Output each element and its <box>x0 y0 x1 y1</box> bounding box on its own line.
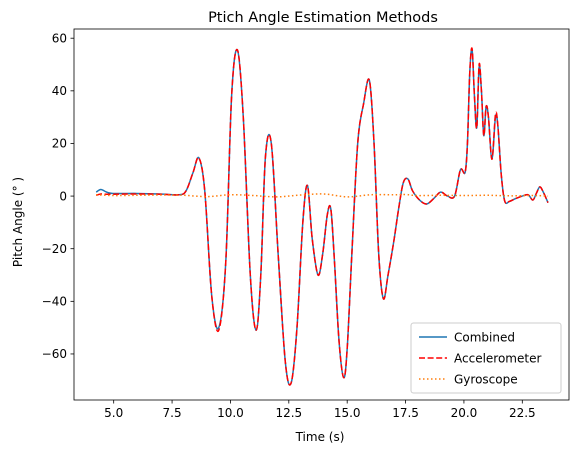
legend-label-accelerometer: Accelerometer <box>454 351 541 365</box>
series-group <box>95 47 549 386</box>
x-tick-label: 7.5 <box>163 406 182 420</box>
legend-box <box>410 322 562 394</box>
x-tick-label: 17.5 <box>392 406 419 420</box>
y-tick-label: 20 <box>52 137 67 151</box>
legend-label-gyroscope: Gyroscope <box>454 372 518 386</box>
x-tick-label: 20.0 <box>451 406 478 420</box>
y-axis-title: Pitch Angle (° ) <box>11 177 25 267</box>
x-tick-label: 12.5 <box>275 406 302 420</box>
series-line-gyroscope <box>96 193 549 198</box>
x-tick-label: 22.5 <box>509 406 536 420</box>
series-line-accelerometer <box>95 47 549 386</box>
x-tick-label: 5.0 <box>104 406 123 420</box>
axes-frame <box>73 28 570 401</box>
y-tick-label: 40 <box>52 84 67 98</box>
y-tick-label: 60 <box>52 31 67 45</box>
chart-title: Ptich Angle Estimation Methods <box>208 10 438 26</box>
y-tick-label: −40 <box>42 295 67 309</box>
y-tick-label: 0 <box>59 189 67 203</box>
y-tick-label: −60 <box>42 347 67 361</box>
legend: Combined Accelerometer Gyroscope <box>410 322 562 394</box>
plot-area: 5.0 7.5 10.0 12.5 15.0 17.5 20.0 22.5 −60 −40 −20 0… <box>42 28 570 420</box>
y-tick-label: −20 <box>42 242 67 256</box>
x-axis-title: Time (s) <box>295 430 345 444</box>
x-tick-label: 10.0 <box>217 406 244 420</box>
x-tick-label: 15.0 <box>334 406 361 420</box>
legend-label-combined: Combined <box>454 330 515 344</box>
